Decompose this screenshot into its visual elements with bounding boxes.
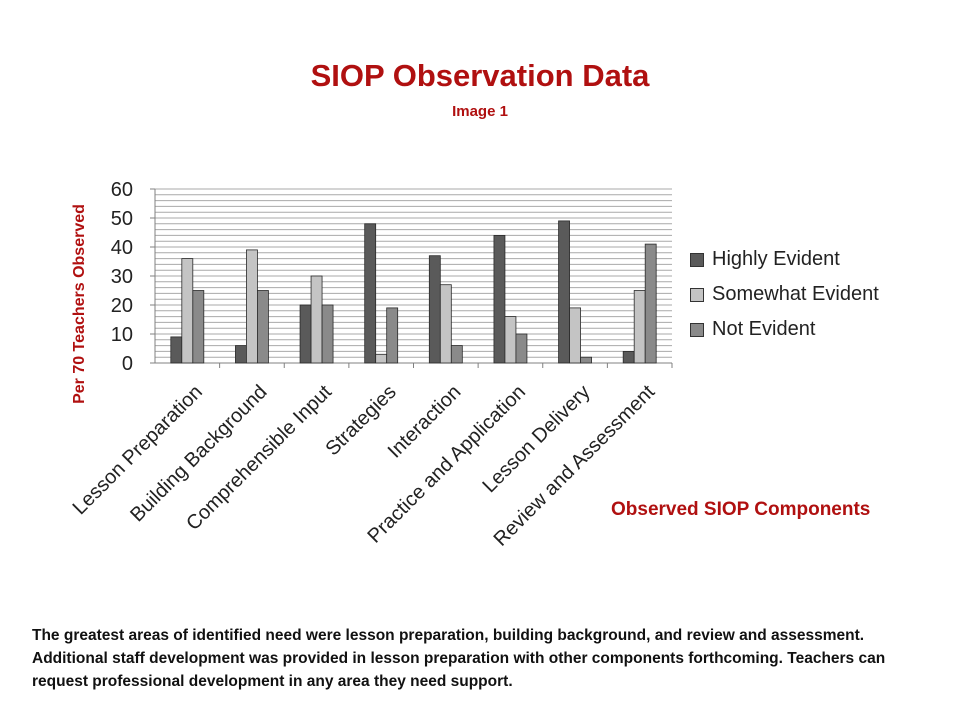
y-tick-label: 0 — [122, 353, 133, 375]
bar-somewhat-evident — [310, 275, 323, 364]
y-tick-label: 30 — [111, 266, 133, 288]
bar-highly-evident — [364, 223, 377, 364]
bar-not-evident — [192, 290, 205, 364]
footnote: The greatest areas of identified need we… — [32, 627, 886, 690]
y-tick-label: 10 — [111, 324, 133, 346]
bar-highly-evident — [170, 336, 183, 364]
y-tick-label: 40 — [111, 237, 133, 259]
bar-somewhat-evident — [375, 353, 388, 364]
bar-not-evident — [321, 304, 334, 364]
y-tick-label: 60 — [111, 179, 133, 201]
bar-highly-evident — [622, 350, 635, 364]
legend-swatch-not-evident — [690, 322, 704, 337]
y-axis-label: Per 70 Teachers Observed — [71, 204, 88, 404]
legend-label: Somewhat Evident — [712, 283, 879, 305]
y-tick-label: 20 — [111, 295, 133, 317]
chart-subtitle: Image 1 — [452, 103, 508, 120]
legend-label: Not Evident — [712, 318, 816, 340]
bar-not-evident — [450, 345, 463, 364]
bar-highly-evident — [428, 255, 441, 364]
bar-somewhat-evident — [439, 284, 452, 364]
legend-item-somewhat-evident: Somewhat Evident — [690, 277, 879, 312]
bar-not-evident — [515, 333, 528, 364]
bar-highly-evident — [493, 234, 506, 364]
legend-item-not-evident: Not Evident — [690, 312, 879, 347]
bar-somewhat-evident — [181, 258, 194, 364]
bar-not-evident — [644, 243, 657, 364]
bar-not-evident — [257, 290, 269, 364]
bar-somewhat-evident — [633, 290, 646, 364]
legend: Highly Evident Somewhat Evident Not Evid… — [690, 242, 879, 347]
legend-swatch-somewhat-evident — [690, 287, 704, 302]
bar-highly-evident — [558, 220, 570, 364]
chart-title: SIOP Observation Data — [310, 58, 650, 93]
y-tick-label: 50 — [111, 208, 133, 230]
bar-highly-evident — [299, 304, 312, 364]
bar-not-evident — [580, 356, 592, 364]
bar-somewhat-evident — [504, 316, 517, 364]
bar-not-evident — [386, 307, 399, 364]
x-axis-label: Observed SIOP Components — [611, 499, 871, 520]
bar-somewhat-evident — [569, 307, 581, 364]
legend-item-highly-evident: Highly Evident — [690, 242, 879, 277]
legend-label: Highly Evident — [712, 248, 840, 270]
bar-highly-evident — [235, 345, 247, 364]
bar-somewhat-evident — [246, 249, 258, 364]
legend-swatch-highly-evident — [690, 252, 704, 267]
